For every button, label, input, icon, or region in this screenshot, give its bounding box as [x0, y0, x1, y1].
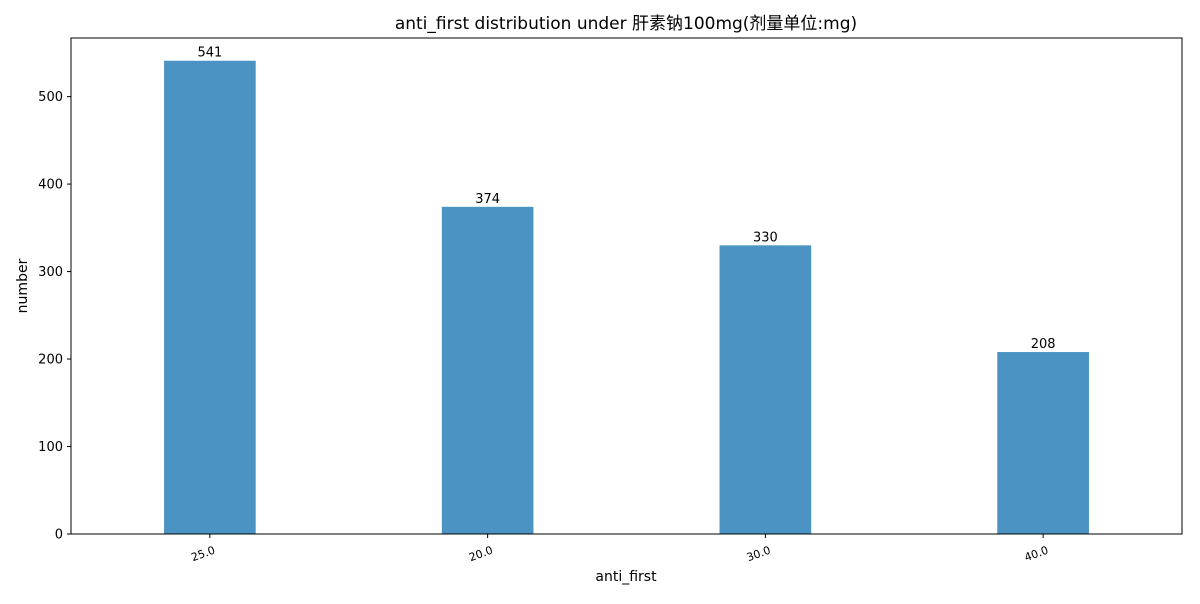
bar-value-label: 374 [475, 192, 500, 207]
chart-title: anti_first distribution under 肝素钠100mg(剂… [395, 14, 857, 34]
y-tick-label: 0 [55, 528, 63, 543]
bar-value-label: 208 [1031, 337, 1056, 352]
y-axis: 0 100 200 300 400 500 [38, 90, 71, 543]
plot-frame [70, 37, 1183, 535]
bar-value-label: 330 [753, 230, 778, 245]
bar-value-label: 541 [197, 46, 222, 61]
y-tick-label: 100 [38, 440, 63, 455]
bar-25.0 [164, 60, 256, 535]
value-labels-layer: 541 374 330 208 [197, 46, 1055, 352]
x-tick-label: 40.0 [1023, 544, 1050, 565]
y-tick-label: 200 [38, 353, 63, 368]
x-tick-label: 30.0 [745, 544, 772, 565]
y-tick-label: 300 [38, 265, 63, 280]
bar-40.0 [997, 352, 1089, 534]
x-tick-label: 20.0 [467, 544, 494, 565]
x-tick-label: 25.0 [189, 544, 216, 565]
y-axis-title: number [15, 258, 31, 313]
bar-20.0 [441, 206, 534, 534]
x-axis: 25.0 20.0 30.0 40.0 [189, 534, 1050, 564]
bar-30.0 [719, 245, 812, 534]
x-axis-title: anti_first [595, 569, 657, 585]
y-tick-label: 400 [38, 178, 63, 193]
y-tick-label: 500 [38, 90, 63, 105]
bars-layer [164, 60, 1089, 535]
